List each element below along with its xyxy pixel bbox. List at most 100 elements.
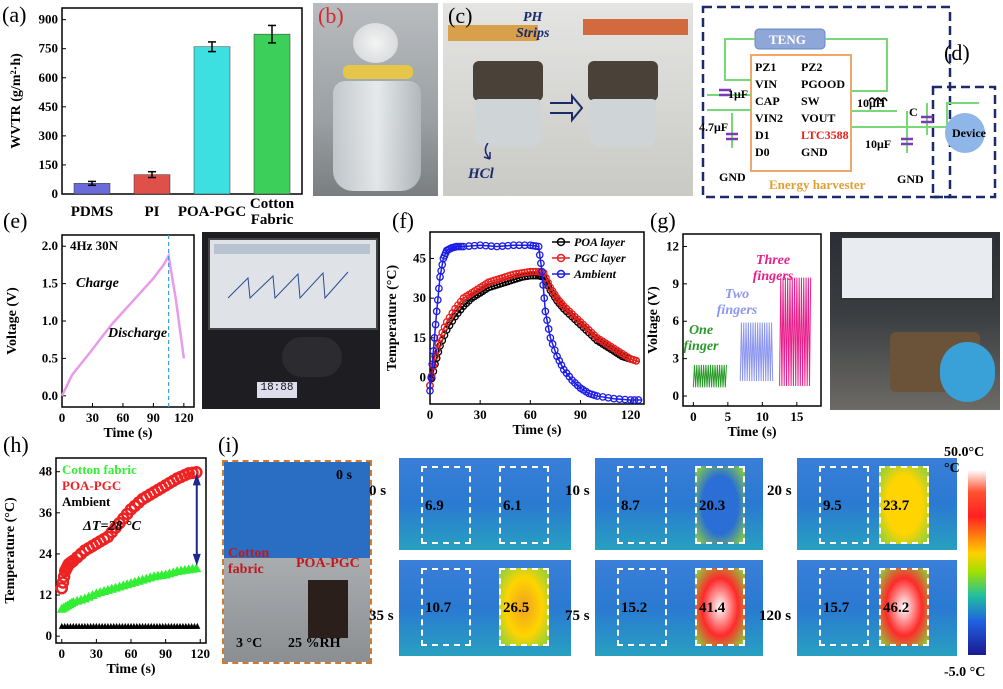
panel-label-e: (e) xyxy=(3,208,28,233)
y-tick-label: 600 xyxy=(39,70,59,85)
data-point xyxy=(540,294,549,303)
finger-label: finger xyxy=(684,339,720,354)
series-0 xyxy=(56,563,202,613)
panel-label-h: (h) xyxy=(3,432,29,457)
poa-pgc-temp-value: 26.5 xyxy=(503,600,530,616)
y-axis-label: WVTR (g/m²·h) xyxy=(9,53,24,149)
cap-10uf-label: 10μF xyxy=(865,137,891,151)
voltage-charge-chart: 0 30 60 90 120 0.0 0.5 1.0 1.5 2.0 Time (s) Voltage… xyxy=(5,234,195,441)
x-category-label: PDMS xyxy=(71,204,114,220)
plot-frame xyxy=(682,233,822,407)
legend-label: PGC layer xyxy=(574,251,626,265)
chip-pin-right: PGOOD xyxy=(801,77,845,91)
photo-time-label: 0 s xyxy=(336,468,352,483)
data-point xyxy=(194,622,201,629)
energy-harvester-label: Energy harvester xyxy=(769,177,866,192)
cotton-temp-value: 15.2 xyxy=(621,600,648,616)
data-point xyxy=(626,396,635,404)
plot-frame xyxy=(61,7,303,195)
y-tick-label: 48 xyxy=(39,464,53,479)
x-tick-label: 0 xyxy=(690,409,697,424)
x-category-label: PI xyxy=(145,204,160,220)
ph-strips-label: PH Strips xyxy=(516,10,550,41)
y-tick-label: 3 xyxy=(673,351,680,366)
series-1 xyxy=(55,466,203,595)
data-point xyxy=(523,268,532,276)
voltage-line xyxy=(60,252,186,397)
x-tick-label: 120 xyxy=(190,646,210,661)
delta-arrowhead xyxy=(192,553,201,566)
chip-pin-right: PZ2 xyxy=(801,60,822,74)
cotton-sample-region xyxy=(819,568,869,646)
chip-pin-left: PZ1 xyxy=(755,60,776,74)
data-point xyxy=(509,270,518,279)
data-point xyxy=(541,307,550,316)
poa-pgc-sample-region xyxy=(499,466,549,544)
y-tick-label: 30 xyxy=(413,290,426,305)
poa-pgc-sample-region xyxy=(879,568,929,646)
y-tick-label: 36 xyxy=(39,505,53,520)
data-point xyxy=(431,320,440,329)
photo-b-bottle xyxy=(313,3,438,196)
data-point xyxy=(544,325,553,333)
x-axis-label: Time (s) xyxy=(106,662,155,677)
x-axis-label: Time (s) xyxy=(727,425,776,440)
poa-pgc-sample-region xyxy=(499,568,549,646)
panel-label-d: (d) xyxy=(944,40,970,65)
fabric-temperature-chart: 0 30 60 90 120 0 12 24 36 48 Time (s) Temperature (… xyxy=(3,457,210,677)
data-point xyxy=(435,284,443,293)
teng-label: TENG xyxy=(769,32,806,47)
data-point xyxy=(526,267,535,276)
finger-label: Three xyxy=(756,253,790,268)
data-point xyxy=(526,241,535,250)
series-2 xyxy=(58,622,201,629)
x-tick-label: 5 xyxy=(725,409,732,424)
data-point xyxy=(55,581,69,595)
chip-pin-right: VOUT xyxy=(801,111,835,125)
data-point xyxy=(481,241,490,250)
panel-label-f: (f) xyxy=(392,208,414,233)
hcl-label: HCl xyxy=(468,166,494,182)
legend-label: POA-PGC xyxy=(62,478,121,493)
poa-pgc-temp-value: 46.2 xyxy=(883,600,910,616)
y-tick-label: 750 xyxy=(39,41,59,56)
series-line xyxy=(429,244,643,401)
signal-1 xyxy=(739,322,774,382)
data-point xyxy=(191,563,202,573)
cap-4.7uf-label: 4.7μF xyxy=(699,120,728,134)
x-tick-label: 0 xyxy=(59,410,66,425)
data-point xyxy=(598,393,607,401)
x-tick-label: 30 xyxy=(90,646,103,661)
data-point xyxy=(557,361,566,370)
photo-g-setup xyxy=(830,232,1000,410)
cotton-temp-value: 9.5 xyxy=(823,498,842,514)
cotton-fabric-label: Cotton fabric xyxy=(228,546,270,577)
cotton-temp-value: 6.9 xyxy=(425,498,444,514)
data-point xyxy=(537,259,545,268)
data-point xyxy=(465,242,473,250)
x-category-label: Cotton xyxy=(250,196,295,212)
thermal-image-35s: 10.7 26.5 xyxy=(399,560,571,656)
poa-pgc-temp-value: 23.7 xyxy=(883,498,910,514)
data-point xyxy=(632,356,641,365)
data-point xyxy=(476,241,485,250)
bar-3 xyxy=(253,33,291,195)
series-2 xyxy=(426,241,643,404)
panel-label-b: (b) xyxy=(318,3,344,28)
x-tick-label: 0 xyxy=(427,407,434,422)
data-point xyxy=(56,576,70,589)
y-tick-label: 45 xyxy=(413,250,427,265)
x-tick-label: 90 xyxy=(574,407,587,422)
chip-pin-left: VIN2 xyxy=(755,111,783,125)
y-tick-label: 0.5 xyxy=(42,350,59,365)
y-axis-label: Voltage (V) xyxy=(646,286,661,354)
y-axis-label: Voltage (V) xyxy=(5,287,20,355)
delta-t-annotation: ΔT=28 °C xyxy=(82,519,141,534)
data-point xyxy=(610,394,618,403)
thermal-time-label: 10 s xyxy=(565,483,590,499)
poa-pgc-sample-region xyxy=(879,466,929,544)
y-tick-label: 24 xyxy=(39,546,53,561)
chip-pin-left: D0 xyxy=(755,145,770,159)
charge-label: Charge xyxy=(76,276,119,291)
